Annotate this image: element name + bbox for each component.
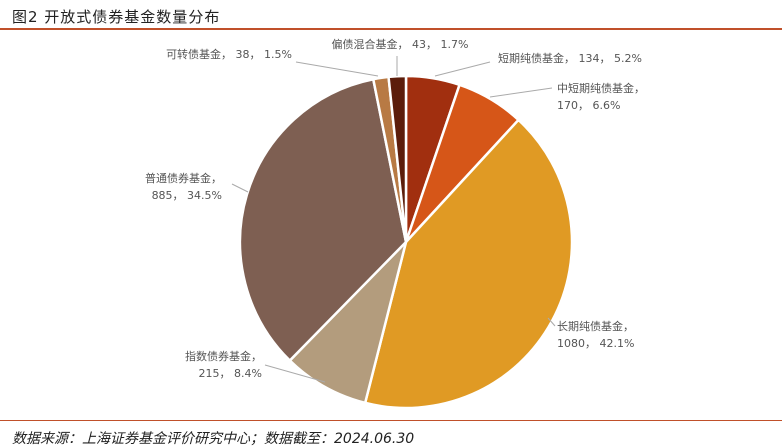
data-label: 偏债混合基金， 43， 1.7% <box>332 37 469 51</box>
pie-slice <box>288 237 409 405</box>
title-divider <box>0 28 782 30</box>
leader-line <box>295 61 379 77</box>
leader-line <box>231 183 249 193</box>
chart-title: 图2 开放式债券基金数量分布 <box>12 8 221 26</box>
leader-line <box>264 364 326 383</box>
leader-line <box>547 317 556 327</box>
data-label: 中短期纯债基金， 170， 6.6% <box>557 81 645 112</box>
source-divider <box>0 420 782 421</box>
leader-line <box>489 87 553 98</box>
pie-slice <box>238 77 408 363</box>
pie-slice <box>363 118 574 410</box>
data-label: 普通债券基金， 885， 34.5% <box>145 171 222 202</box>
data-label: 可转债基金， 38， 1.5% <box>166 47 292 61</box>
data-label: 指数债券基金， 215， 8.4% <box>185 349 262 380</box>
data-label: 长期纯债基金， 1080， 42.1% <box>557 319 634 350</box>
source-note: 数据来源：上海证券基金评价研究中心；数据截至：2024.06.30 <box>12 431 415 446</box>
pie-slice <box>387 74 408 243</box>
leader-line <box>434 61 491 77</box>
data-label: 短期纯债基金， 134， 5.2% <box>498 51 642 65</box>
